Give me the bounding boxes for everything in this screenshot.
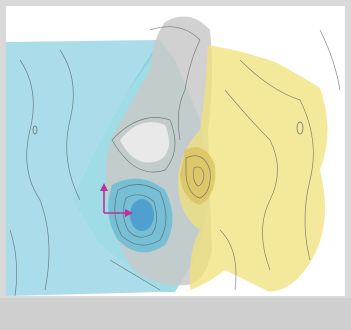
figure	[0, 0, 351, 330]
blue-center	[130, 199, 154, 231]
bottom-bar	[0, 298, 351, 330]
page	[0, 0, 351, 330]
